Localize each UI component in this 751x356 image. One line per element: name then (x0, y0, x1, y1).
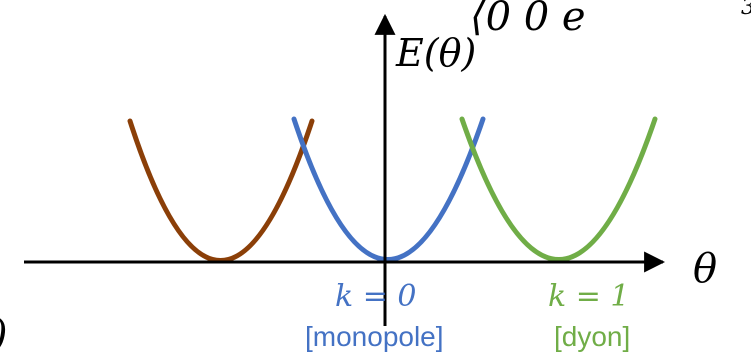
bracket-fragment: ) (0, 312, 8, 356)
green-branch-name-label: [dyon] (554, 321, 630, 352)
matrix-fragment: ⟨0 0 e (470, 0, 586, 40)
blue-energy-branch (291, 116, 486, 262)
green-energy-branch (459, 116, 658, 262)
matrix-fragment-superscript: 3 (741, 0, 751, 20)
green-branch-k-label: k = 1 (548, 279, 629, 314)
theta-axis-label: θ (693, 246, 717, 292)
blue-branch-name-label: [monopole] (305, 321, 444, 352)
blue-branch-k-label: k = 0 (335, 279, 416, 314)
energy-axis-label: E(θ) (395, 31, 476, 75)
brown-energy-branch (127, 118, 315, 263)
